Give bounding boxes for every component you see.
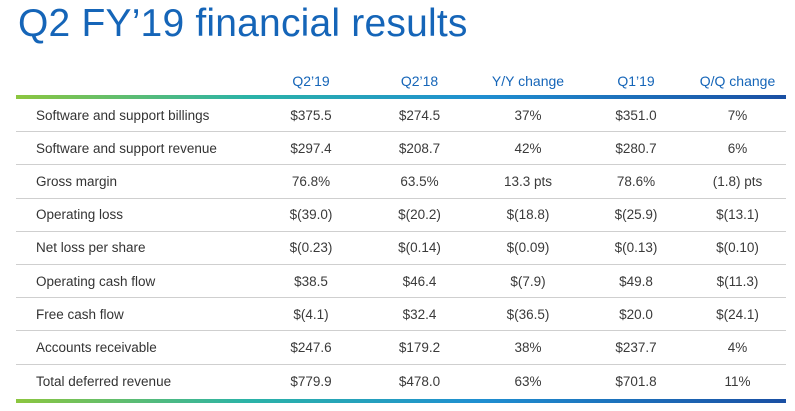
row-label: Gross margin [36,173,118,189]
table-cell: $179.2 [398,339,441,355]
table-cell: $208.7 [398,140,441,156]
table-cell: 38% [514,339,542,355]
table-row: Operating loss $(39.0) $(20.2) $(18.8) $… [16,199,786,232]
table-cell: $(24.1) [716,306,759,322]
table-cell: $(0.10) [716,240,759,256]
table-cell: $280.7 [615,140,657,156]
table-cell: $(0.23) [289,240,333,256]
table-cell: 4% [727,339,748,355]
table-cell: $297.4 [290,140,332,156]
table-row: Accounts receivable $247.6 $179.2 38% $2… [16,331,786,365]
table-cell: $(11.3) [716,273,759,289]
table-row: Free cash flow $(4.1) $32.4 $(36.5) $20.… [16,298,786,332]
table-row: Total deferred revenue $779.9 $478.0 63%… [16,365,786,398]
table-cell: (1.8) pts [712,173,763,189]
table-cell: $20.0 [619,306,653,322]
column-header: Q2’18 [400,72,439,89]
table-cell: 78.6% [616,173,656,189]
table-cell: 76.8% [291,173,331,189]
row-label: Operating loss [36,207,124,223]
table-cell: $779.9 [290,373,332,389]
row-label: Total deferred revenue [36,373,172,389]
table-cell: $(25.9) [614,207,658,223]
table-cell: 63% [514,373,542,389]
table-cell: $(20.2) [398,207,441,223]
bottom-gradient-divider [16,398,786,403]
row-label: Free cash flow [36,306,124,322]
table-header: Q2’19 Q2’18 Y/Y change Q1’19 Q/Q change [16,66,786,95]
table-cell: 7% [727,107,748,123]
table-cell: $38.5 [294,273,328,289]
table-cell: $32.4 [402,306,437,322]
table-cell: $478.0 [398,373,441,389]
table-cell: $(7.9) [510,273,546,289]
column-header: Y/Y change [491,72,565,89]
column-header: Q2’19 [292,72,330,89]
row-label: Software and support revenue [36,140,217,156]
table-cell: $274.5 [398,107,441,123]
table-row: Net loss per share $(0.23) $(0.14) $(0.0… [16,232,786,265]
table-cell: $237.7 [615,339,657,355]
column-header: Q/Q change [699,72,776,89]
table-cell: $351.0 [615,107,657,123]
row-label: Net loss per share [36,240,146,256]
row-label: Accounts receivable [36,339,157,355]
table-row: Software and support billings $375.5 $27… [16,99,786,133]
table-cell: $375.5 [290,107,332,123]
table-cell: $(13.1) [716,207,759,223]
table-cell: $247.6 [290,339,332,355]
table-cell: $(4.1) [293,306,329,322]
table-cell: $(36.5) [506,306,550,322]
table-cell: 37% [514,107,542,123]
row-label: Operating cash flow [36,273,156,289]
top-gradient-divider [16,95,786,99]
table-body: Software and support billings $375.5 $27… [16,99,786,398]
table-cell: $(39.0) [289,207,333,223]
table-cell: $(0.14) [398,240,441,256]
table-cell: $(0.09) [506,240,550,256]
row-label: Software and support billings [36,107,210,123]
table-cell: 42% [514,140,542,156]
table-cell: 13.3 pts [503,173,553,189]
financial-results-table: Q2’19 Q2’18 Y/Y change Q1’19 Q/Q change … [16,66,786,403]
table-row: Gross margin 76.8% 63.5% 13.3 pts 78.6% … [16,165,786,199]
table-cell: $(18.8) [506,207,550,223]
table-cell: $46.4 [402,273,437,289]
page-title: Q2 FY’19 financial results [18,2,468,45]
table-cell: 6% [727,140,748,156]
table-cell: 11% [724,373,751,389]
table-cell: $(0.13) [614,240,658,256]
table-cell: $49.8 [619,273,653,289]
table-cell: $701.8 [615,373,657,389]
table-row: Software and support revenue $297.4 $208… [16,132,786,166]
table-row: Operating cash flow $38.5 $46.4 $(7.9) $… [16,265,786,299]
column-header: Q1’19 [617,72,655,89]
table-cell: 63.5% [400,173,439,189]
